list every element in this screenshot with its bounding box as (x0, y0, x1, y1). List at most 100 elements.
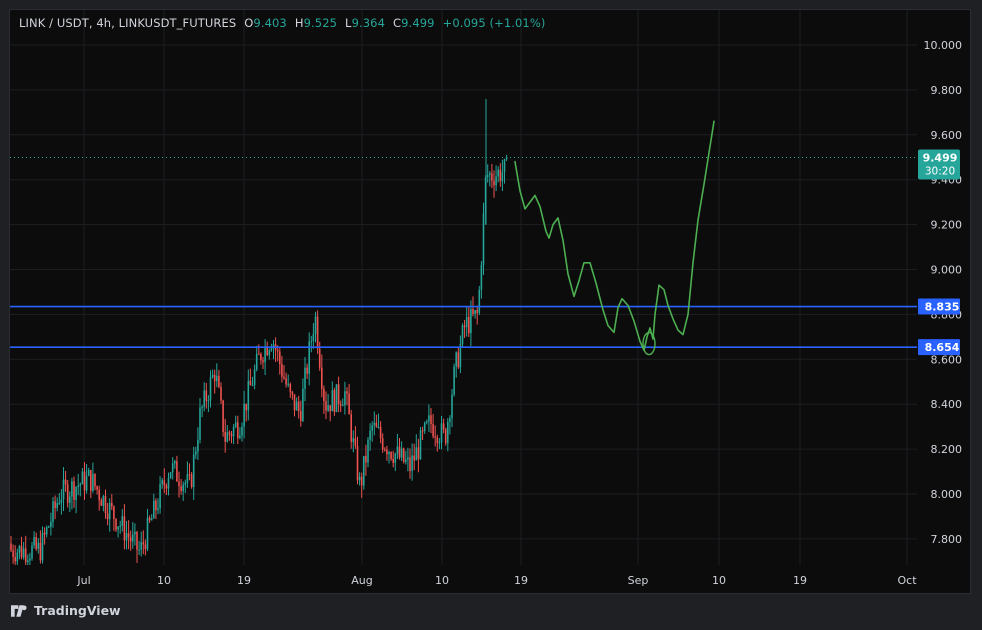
candle-body (163, 480, 166, 486)
candle-body (392, 458, 394, 463)
candle-body (333, 390, 336, 412)
candle-body (174, 461, 176, 464)
y-tick-label: 9.200 (931, 219, 963, 232)
candle-body (352, 438, 355, 442)
candle-body (253, 369, 256, 386)
candle-body (281, 364, 283, 377)
level-price-label: 8.835 (925, 301, 960, 314)
candle-body (388, 452, 390, 455)
candle-body (148, 517, 151, 521)
candle-body (360, 476, 363, 486)
candle-body (428, 415, 430, 422)
candle-body (192, 454, 195, 487)
candle-body (323, 388, 325, 402)
candle-body (409, 457, 411, 471)
candle-body (493, 180, 495, 186)
candle-body (476, 310, 478, 313)
candle-body (106, 513, 109, 520)
candle-body (358, 476, 361, 481)
candle-body (220, 386, 222, 401)
candle-body (203, 390, 205, 407)
candle-body (66, 484, 69, 503)
candle-body (346, 391, 348, 394)
candle-body (339, 403, 342, 406)
candle-body (155, 500, 157, 511)
candle-body (247, 380, 250, 411)
candle-body (373, 422, 376, 426)
candle-body (245, 403, 247, 411)
candle-body (276, 350, 279, 352)
candle-body (379, 427, 382, 439)
candle-body (18, 545, 21, 553)
candle-body (241, 426, 243, 436)
x-tick-label: Oct (897, 574, 917, 587)
tradingview-brand[interactable]: TradingView (11, 603, 121, 618)
candle-body (161, 480, 163, 485)
candle-body (165, 485, 168, 489)
bar-countdown: 30:20 (925, 165, 955, 177)
candle-body (375, 422, 378, 428)
candle-body (41, 532, 44, 561)
candle-body (140, 542, 142, 550)
candle-body (85, 475, 88, 491)
candle-body (480, 264, 483, 290)
current-price-value: 9.499 (923, 151, 958, 164)
candle-body (451, 394, 453, 419)
candle-body (468, 317, 470, 334)
candle-body (503, 159, 506, 173)
candle-body (413, 455, 415, 461)
candle-body (442, 423, 445, 430)
candle-body (407, 457, 409, 460)
candle-body (268, 350, 271, 356)
candle-body (180, 486, 182, 491)
candle-body (270, 348, 273, 351)
candle-body (411, 455, 413, 471)
candle-body (279, 351, 281, 365)
candle-body (402, 448, 405, 462)
candle-body (342, 405, 344, 407)
candle-body (302, 388, 304, 421)
y-tick-label: 9.800 (931, 84, 963, 97)
candle-body (363, 455, 365, 486)
candle-body (150, 518, 153, 521)
candle-body (331, 390, 334, 412)
candle-body (497, 169, 499, 177)
candle-body (321, 367, 323, 389)
candle-body (197, 439, 199, 452)
candle-body (113, 506, 115, 520)
candle-body (314, 316, 317, 334)
candle-body (356, 445, 359, 481)
candle-body (190, 474, 193, 487)
candle-body (234, 422, 237, 427)
candle-body (108, 502, 111, 520)
candle-body (371, 425, 373, 431)
candle-body (255, 353, 258, 370)
candle-body (39, 542, 42, 561)
candle-body (29, 558, 31, 561)
legend-change-value: +0.095 (+1.01%) (442, 16, 546, 30)
candle-body (144, 544, 147, 550)
candle-body (213, 374, 216, 382)
candle-body (16, 552, 19, 562)
candle-body (102, 496, 105, 506)
candle-body (43, 532, 46, 535)
legend-close-label: C (393, 16, 402, 30)
candle-body (291, 391, 294, 395)
candle-body (62, 479, 65, 500)
candle-body (312, 333, 315, 342)
candles-group (10, 98, 508, 565)
candle-body (461, 325, 464, 345)
candle-body (260, 353, 262, 361)
candle-body (104, 496, 107, 514)
x-tick-label: 10 (435, 574, 449, 587)
candle-body (438, 442, 441, 444)
chart-panel[interactable] (9, 9, 971, 594)
tradingview-logo-icon (11, 604, 27, 617)
candle-body (426, 421, 428, 423)
legend-symbol[interactable]: LINK / USDT, 4h, LINKUSDT_FUTURES (19, 16, 237, 30)
brand-name: TradingView (34, 603, 121, 618)
current-price-badge (918, 149, 960, 180)
candle-body (495, 176, 497, 186)
